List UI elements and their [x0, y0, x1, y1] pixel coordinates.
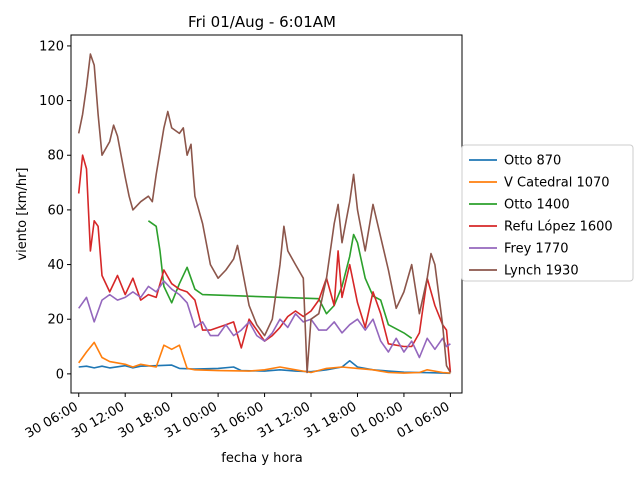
- legend-label-2: Otto 1400: [504, 198, 570, 213]
- x-tick-label: 31 00:00: [162, 399, 220, 441]
- legend: Otto 870 V Catedral 1070 Otto 1400 Refu Lóp…: [461, 144, 634, 282]
- series-line-4: [78, 280, 451, 359]
- y-tick-label: 120: [39, 39, 64, 54]
- y-tick-label: 0: [56, 367, 64, 382]
- x-axis-label: fecha y hora: [221, 451, 302, 466]
- y-tick-label: 100: [39, 94, 64, 109]
- series-line-5: [77, 53, 452, 374]
- legend-label-1: V Catedral 1070: [504, 176, 610, 191]
- x-tick-label: 01 06:00: [395, 399, 453, 441]
- series-line-1: [78, 341, 451, 374]
- y-tick-label: 60: [47, 203, 64, 218]
- legend-label-0: Otto 870: [504, 154, 561, 169]
- legend-frame: [461, 144, 634, 282]
- y-axis: 0 20 40 60 80 100 120: [39, 39, 71, 382]
- chart-title: Fri 01/Aug - 6:01AM: [188, 13, 336, 31]
- plot-series: [77, 53, 452, 375]
- legend-label-5: Lynch 1930: [504, 264, 579, 279]
- y-tick-label: 20: [47, 313, 64, 328]
- y-axis-label: viento [km/hr]: [15, 167, 30, 260]
- series-line-2: [147, 220, 413, 339]
- y-tick-label: 40: [47, 258, 64, 273]
- y-tick-label: 80: [47, 149, 64, 164]
- legend-label-3: Refu López 1600: [504, 220, 613, 235]
- legend-label-4: Frey 1770: [504, 242, 569, 257]
- series-line-3: [77, 154, 452, 373]
